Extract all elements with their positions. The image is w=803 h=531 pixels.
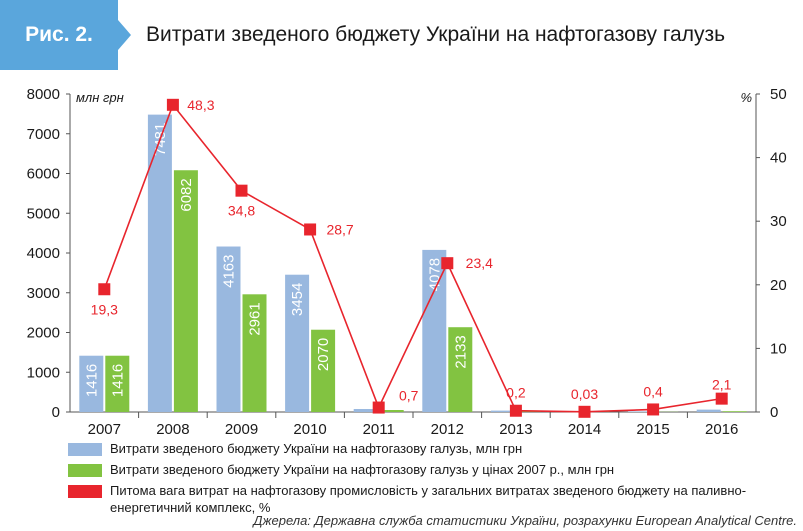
bar bbox=[311, 329, 336, 412]
share-value-label: 0,03 bbox=[571, 386, 598, 402]
share-point bbox=[647, 403, 660, 416]
x-tick-label: 2012 bbox=[431, 421, 464, 438]
bar-value-label: 4163 bbox=[221, 255, 238, 288]
left-tick-label: 3000 bbox=[27, 285, 60, 302]
bar bbox=[696, 409, 721, 412]
x-tick-label: 2011 bbox=[363, 421, 395, 438]
share-value-label: 19,3 bbox=[91, 301, 118, 317]
right-tick-label: 10 bbox=[770, 340, 787, 357]
bar bbox=[490, 410, 515, 412]
bar bbox=[79, 355, 104, 412]
left-tick-label: 6000 bbox=[27, 166, 60, 183]
figure-label-arrow bbox=[118, 20, 131, 50]
share-point bbox=[441, 257, 454, 270]
right-tick-label: 0 bbox=[770, 404, 778, 421]
share-value-label: 23,4 bbox=[466, 255, 493, 271]
bar bbox=[242, 294, 267, 412]
left-axis-unit: млн грн bbox=[76, 90, 124, 105]
right-tick-label: 50 bbox=[770, 86, 787, 103]
share-point bbox=[235, 184, 248, 197]
share-value-label: 0,2 bbox=[506, 385, 526, 401]
legend-swatch-share bbox=[68, 485, 102, 498]
x-tick-label: 2016 bbox=[705, 421, 738, 438]
left-tick-label: 5000 bbox=[27, 205, 60, 222]
left-tick-label: 2000 bbox=[27, 325, 60, 342]
right-tick-label: 20 bbox=[770, 277, 787, 294]
left-tick-label: 4000 bbox=[27, 245, 60, 262]
legend: Витрати зведеного бюджету України на наф… bbox=[68, 440, 768, 523]
legend-swatch-nominal bbox=[68, 443, 102, 456]
bar bbox=[105, 355, 130, 412]
bar-value-label: 3454 bbox=[289, 283, 306, 316]
share-point bbox=[166, 98, 179, 111]
x-tick-label: 2010 bbox=[293, 421, 326, 438]
share-point bbox=[98, 283, 111, 296]
x-tick-label: 2009 bbox=[225, 421, 258, 438]
legend-label-share: Питома вага витрат на нафтогазову промис… bbox=[110, 483, 747, 515]
x-tick-label: 2014 bbox=[568, 421, 601, 438]
legend-swatch-real bbox=[68, 464, 102, 477]
bar-value-label: 2133 bbox=[452, 335, 469, 368]
share-value-label: 0,7 bbox=[399, 388, 419, 404]
bar bbox=[173, 170, 198, 412]
chart-area: 0 1000 2000 3000 4000 5000 6000 7000 8000 0 10 20 30… bbox=[27, 86, 787, 438]
bar bbox=[722, 411, 747, 412]
share-point bbox=[715, 392, 728, 405]
bar-value-label: 2961 bbox=[247, 302, 264, 335]
figure-title: Витрати зведеного бюджету України на наф… bbox=[146, 23, 726, 46]
bar-value-label: 6082 bbox=[178, 178, 195, 211]
left-tick-label: 7000 bbox=[27, 126, 60, 143]
share-line bbox=[103, 103, 722, 413]
legend-item-real: Витрати зведеного бюджету України на наф… bbox=[68, 461, 768, 481]
share-value-label: 48,3 bbox=[187, 97, 214, 113]
x-tick-label: 2013 bbox=[499, 421, 532, 438]
bar-value-label: 4078 bbox=[426, 258, 443, 291]
left-tick-label: 0 bbox=[52, 404, 60, 421]
x-tick-label: 2008 bbox=[156, 421, 189, 438]
right-tick-label: 40 bbox=[770, 150, 787, 167]
bar bbox=[147, 114, 172, 412]
source-note: Джерела: Державна служба статистики Укра… bbox=[253, 513, 797, 528]
bar-value-label: 2070 bbox=[315, 338, 332, 371]
share-value-label: 2,1 bbox=[712, 377, 732, 393]
share-value-label: 0,4 bbox=[643, 383, 663, 399]
bar bbox=[353, 409, 378, 412]
bar bbox=[628, 411, 653, 412]
x-tick-label: 2007 bbox=[88, 421, 121, 438]
share-point bbox=[578, 405, 591, 418]
bar bbox=[448, 327, 473, 412]
bar-value-label: 1416 bbox=[83, 364, 100, 397]
legend-label-nominal: Витрати зведеного бюджету України на наф… bbox=[110, 441, 523, 456]
share-point bbox=[509, 404, 522, 417]
figure-label: Рис. 2. bbox=[0, 0, 118, 70]
bar bbox=[285, 274, 310, 412]
x-tick-label: 2015 bbox=[636, 421, 669, 438]
bar bbox=[216, 246, 241, 412]
legend-label-real: Витрати зведеного бюджету України на наф… bbox=[110, 462, 615, 477]
share-value-label: 34,8 bbox=[228, 203, 255, 219]
bar bbox=[422, 249, 447, 412]
legend-item-share: Питома вага витрат на нафтогазову промис… bbox=[68, 482, 768, 522]
left-tick-label: 1000 bbox=[27, 364, 60, 381]
figure-header: Рис. 2. Витрати зведеного бюджету Україн… bbox=[0, 0, 803, 70]
share-point bbox=[304, 223, 317, 236]
left-tick-label: 8000 bbox=[27, 86, 60, 103]
legend-item-nominal: Витрати зведеного бюджету України на наф… bbox=[68, 440, 768, 460]
bar-value-label: 1416 bbox=[109, 364, 126, 397]
share-point bbox=[372, 401, 385, 414]
right-tick-label: 30 bbox=[770, 213, 787, 230]
bar bbox=[379, 410, 404, 412]
share-value-label: 28,7 bbox=[326, 221, 353, 237]
right-axis-unit: % bbox=[740, 90, 752, 105]
